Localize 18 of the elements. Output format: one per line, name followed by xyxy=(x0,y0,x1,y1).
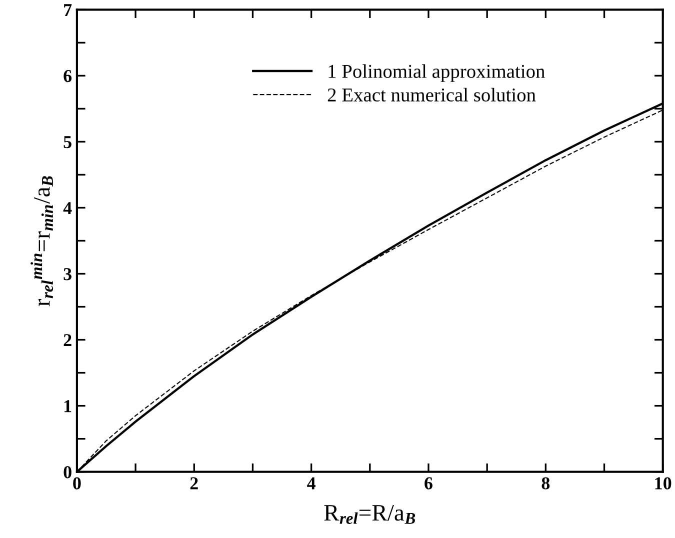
y-tick-label: 3 xyxy=(64,268,72,280)
y-tick-label: 7 xyxy=(64,4,72,16)
x-tick-label: 10 xyxy=(655,477,672,490)
y-tick-label: 5 xyxy=(64,136,72,148)
x-tick-label: 8 xyxy=(542,477,550,490)
x-tick-label: 4 xyxy=(307,477,316,490)
y-axis-title: r$_{rel}$$^{min}$=r$_{min}$/a$_{B}$ xyxy=(30,176,54,306)
legend-label: 2 Exact numerical solution xyxy=(328,88,536,102)
y-tick-label: 1 xyxy=(64,400,72,412)
x-tick-label: 2 xyxy=(190,477,198,490)
y-tick-label: 6 xyxy=(64,70,72,82)
y-tick-label: 0 xyxy=(64,466,72,478)
x-axis-title: R$_{rel}$=R/a$_{B}$ xyxy=(324,504,416,524)
y-tick-label: 2 xyxy=(64,334,72,346)
x-tick-label: 0 xyxy=(73,477,81,490)
y-tick-label: 4 xyxy=(63,202,72,214)
x-tick-label: 6 xyxy=(424,477,432,490)
legend-label: 1 Polinomial approximation xyxy=(328,64,545,82)
